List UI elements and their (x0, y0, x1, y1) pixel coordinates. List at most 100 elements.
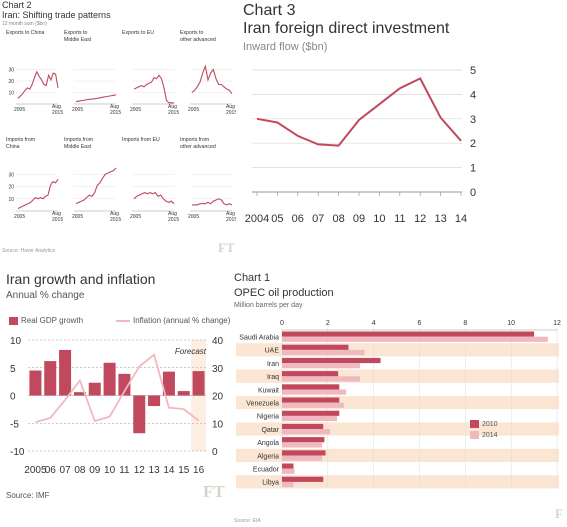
chart2-subtitle: 12 month sum ($bn) (2, 21, 47, 27)
chart3-x-tick: 06 (292, 213, 304, 225)
chart1-category-uae: UAE (265, 348, 280, 355)
chart1-x-tick: 10 (507, 320, 515, 327)
small-chart-title-exports-to-other-advanced: Exports to (180, 30, 203, 36)
chart2-panel: Chart 2 Iran: Shifting trade patterns 12… (0, 0, 236, 262)
chart1-bar-2010-saudi-arabia (282, 331, 535, 337)
chart3-fdi-line (256, 77, 462, 147)
small-chart-x-label: 2015 (110, 217, 121, 223)
chart1-bar-2014-iran (282, 363, 360, 369)
small-chart-title-imports-from-china: Imports from (6, 137, 35, 143)
chart1-title: OPEC oil production (234, 287, 334, 299)
chart2-source: Source: Haver Analytics (2, 248, 56, 254)
small-chart-x-label: 2005 (14, 107, 25, 113)
chart1-bar-2010-qatar (282, 423, 324, 430)
chart1-x-tick: 4 (372, 320, 376, 327)
small-chart-x-label: 2005 (72, 214, 83, 220)
small-chart-x-label: Aug (52, 211, 61, 217)
chart1-x-tick: 0 (280, 320, 284, 327)
chart4-left-tick: -5 (10, 419, 19, 430)
legend-2014-label: 2014 (482, 431, 498, 439)
chart4-gdp-bar-08 (73, 392, 86, 396)
chart3-x-tick: 2004 (245, 213, 269, 225)
chart1-panel: Chart 1 OPEC oil production Million barr… (232, 268, 567, 527)
chart4-x-tick: 07 (60, 465, 72, 476)
chart1-bar-2010-venezuela (282, 397, 340, 403)
chart4-right-tick: 40 (212, 336, 224, 347)
chart3-y-tick: 4 (470, 89, 476, 101)
small-chart-x-label: 2015 (168, 217, 179, 223)
chart4-x-tick: 06 (45, 465, 57, 476)
chart3-x-tick: 05 (271, 213, 283, 225)
small-chart-title-imports-from-other-advanced: Imports from (180, 137, 209, 143)
small-chart-x-label: 2005 (130, 107, 141, 113)
chart3-y-tick: 5 (470, 65, 476, 77)
small-chart-x-label: Aug (226, 211, 235, 217)
legend-inflation: Inflation (annual % change) (116, 316, 230, 325)
small-chart-x-label: 2015 (226, 110, 236, 116)
chart4-x-tick: 2005 (24, 465, 47, 476)
chart4-gdp-bar-11 (118, 373, 131, 396)
chart1-category-iraq: Iraq (267, 374, 279, 381)
chart4-x-tick: 12 (134, 465, 146, 476)
chart1-bar-2010-iraq (282, 371, 339, 377)
chart1-category-kuwait: Kuwait (258, 387, 279, 394)
legend-gdp-label: Real GDP growth (21, 316, 84, 325)
chart3-y-tick: 1 (470, 163, 476, 175)
chart1-bar-2010-iran (282, 357, 381, 364)
small-chart-x-label: Aug (168, 211, 177, 217)
small-chart-x-label: 2005 (14, 214, 25, 220)
chart1-category-ecuador: Ecuador (253, 467, 280, 474)
small-chart-x-label: Aug (110, 211, 119, 217)
chart4-right-tick: 10 (212, 419, 224, 430)
legend-2010: 2010 (470, 420, 498, 428)
legend-2010-label: 2010 (482, 420, 498, 428)
chart4-x-tick: 15 (178, 465, 190, 476)
chart1-bar-2010-uae (282, 344, 349, 350)
small-chart-y-tick: 20 (8, 185, 14, 191)
chart3-x-tick: 13 (434, 213, 446, 225)
chart1-bar-2014-kuwait (282, 389, 347, 395)
chart4-gdp-bar-13 (148, 395, 161, 407)
chart1-bar-2014-iraq (282, 376, 360, 382)
chart1-x-tick: 6 (418, 320, 422, 327)
chart1-x-tick: 2 (326, 320, 330, 327)
chart1-source: Source: EIA (234, 518, 261, 524)
chart4-source: Source: IMF (6, 491, 50, 500)
chart1-svg: 0 2 4 6 8 10 12 Saudi Arabia UAE Iran Iraq Kuwait Ve… (236, 320, 561, 489)
chart1-category-algeria: Algeria (257, 453, 279, 460)
chart4-x-tick: 10 (104, 465, 116, 476)
chart4-gdp-bar-14 (162, 371, 175, 396)
chart3-y-tick: 0 (470, 187, 476, 199)
small-chart-line-exports-to-middle-east (75, 94, 117, 103)
small-chart-title-exports-to-eu: Exports to EU (122, 30, 154, 36)
small-chart-line-imports-from-middle-east (75, 167, 117, 205)
chart1-category-libya: Libya (262, 480, 279, 487)
chart4-gdp-bar-15 (177, 391, 190, 396)
small-chart-line-imports-from-china (17, 178, 59, 210)
chart4-inflation-line (35, 353, 200, 423)
chart4-x-tick: 11 (119, 465, 130, 476)
chart4-gdp-bar-10 (103, 362, 116, 396)
chart1-category-nigeria: Nigeria (257, 414, 279, 421)
small-chart-x-label: 2015 (52, 110, 63, 116)
small-chart-x-label: Aug (168, 104, 177, 110)
chart1-bar-2014-ecuador (282, 468, 295, 474)
chart2-title: Iran: Shifting trade patterns (2, 10, 111, 20)
chart3-x-tick: 09 (353, 213, 365, 225)
small-chart-x-label: Aug (226, 104, 235, 110)
chart2-label: Chart 2 (2, 0, 32, 10)
chart4-forecast-label: Forecast (175, 347, 207, 356)
chart3-y-tick: 2 (470, 138, 476, 150)
chart1-bar-2010-libya (282, 476, 324, 482)
small-chart-line-imports-from-other-advanced (192, 198, 233, 206)
small-chart-line-exports-to-china (17, 70, 59, 99)
chart1-bar-2014-nigeria (282, 415, 337, 422)
small-chart-x-label: 2005 (188, 107, 199, 113)
legend-inflation-swatch (116, 319, 130, 322)
small-chart-x-label: 2015 (226, 217, 236, 223)
chart4-x-tick: 08 (74, 465, 86, 476)
legend-gdp: Real GDP growth (9, 316, 83, 325)
chart4-left-tick: 5 (10, 364, 16, 375)
